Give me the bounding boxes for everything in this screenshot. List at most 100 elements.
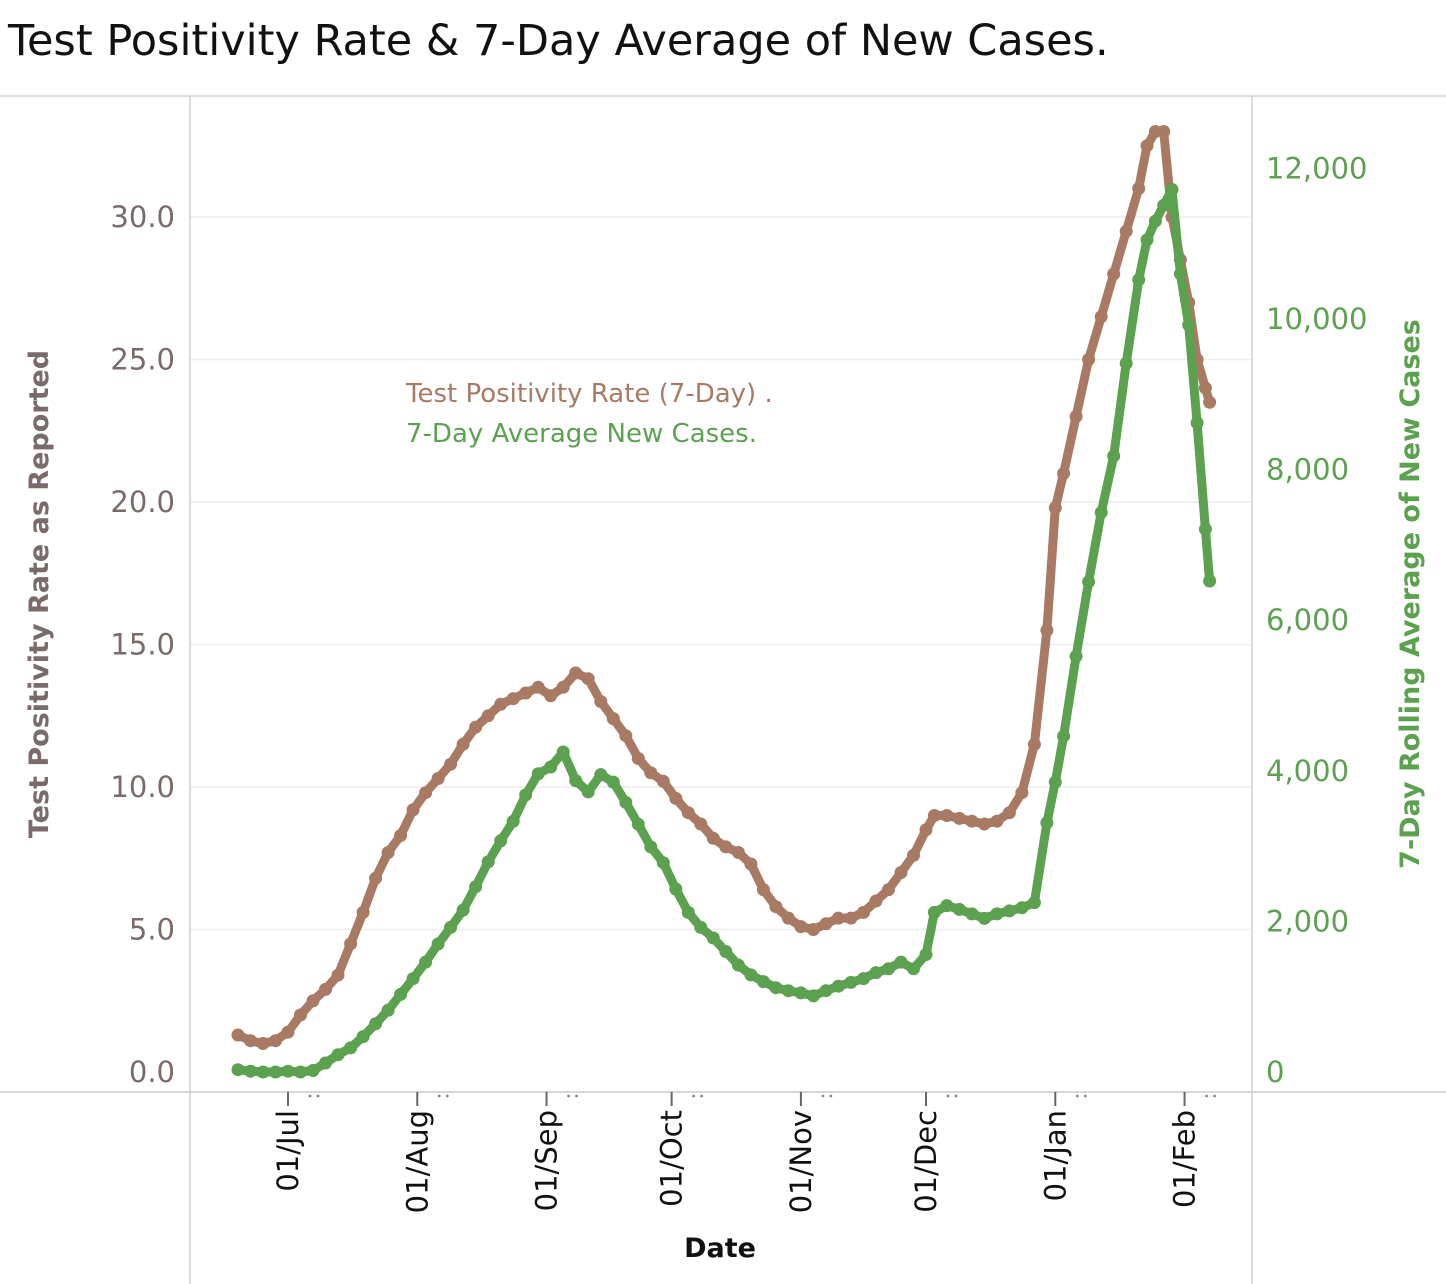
series-line — [233, 127, 1215, 1048]
data-point — [1040, 816, 1054, 830]
data-point — [669, 791, 683, 805]
data-point — [531, 680, 545, 694]
data-point — [444, 757, 458, 771]
data-point — [1082, 575, 1096, 589]
data-point — [519, 686, 533, 700]
data-point — [344, 937, 358, 951]
data-point — [769, 981, 783, 995]
data-point — [619, 795, 633, 809]
data-point — [269, 1034, 282, 1048]
data-point — [506, 692, 520, 706]
data-point — [919, 823, 933, 837]
x-minor-tick — [1213, 1094, 1216, 1098]
data-point — [1132, 273, 1146, 287]
x-minor-tick — [829, 1094, 833, 1098]
y-right-tick-label: 8,000 — [1266, 453, 1349, 487]
legend-item-new-cases: 7-Day Average New Cases. — [406, 419, 757, 449]
y-right-tick-label: 6,000 — [1266, 603, 1349, 637]
data-point — [706, 931, 720, 945]
x-minor-tick — [1075, 1094, 1079, 1098]
data-point — [719, 945, 733, 958]
data-point — [706, 831, 720, 845]
data-point — [1190, 416, 1204, 430]
y-axis-left: 0.0 5.0 10.0 15.0 20.0 25.0 30.0 — [110, 200, 175, 1089]
data-point — [394, 987, 408, 1001]
data-point — [394, 829, 408, 842]
data-point — [1015, 786, 1029, 800]
data-point — [469, 880, 483, 894]
data-point — [1119, 356, 1133, 370]
data-point — [519, 788, 533, 802]
data-point — [331, 1048, 345, 1062]
data-point — [494, 697, 508, 711]
data-point — [594, 695, 608, 708]
data-point — [806, 923, 820, 936]
data-point — [619, 729, 633, 743]
x-minor-tick — [700, 1094, 704, 1098]
data-point — [894, 955, 908, 969]
data-point — [1107, 449, 1121, 463]
data-point — [481, 709, 495, 723]
data-point — [681, 806, 695, 820]
x-tick-label: 01/Nov — [784, 1110, 818, 1213]
data-point — [831, 979, 845, 993]
y-right-tick-label: 4,000 — [1266, 754, 1349, 788]
x-axis: 01/Jul 01/Aug 01/Sep 01/Oct 01/Nov 01/Dec 01/J… — [271, 1092, 1216, 1213]
data-point — [694, 920, 708, 934]
x-minor-tick — [946, 1094, 950, 1098]
data-point — [281, 1064, 295, 1078]
data-point — [581, 785, 595, 799]
data-point — [319, 1056, 332, 1070]
data-point — [594, 768, 608, 782]
data-point — [231, 1063, 245, 1077]
data-point — [1140, 233, 1154, 247]
gridlines — [190, 216, 1252, 931]
data-point — [669, 882, 683, 896]
x-tick-label: 01/Sep — [530, 1110, 564, 1211]
x-tick-label: 01/Jul — [271, 1110, 305, 1192]
data-point — [907, 848, 920, 862]
data-point — [781, 911, 795, 925]
y-left-tick-label: 25.0 — [110, 343, 175, 377]
data-point — [1027, 896, 1041, 910]
data-point — [952, 902, 966, 916]
data-point — [731, 958, 745, 972]
data-point — [1015, 901, 1029, 915]
data-point — [569, 774, 583, 788]
chart-title: Test Positivity Rate & 7-Day Average of … — [8, 16, 1109, 66]
x-minor-tick — [1083, 1094, 1087, 1098]
data-point — [581, 672, 595, 686]
data-point — [456, 737, 470, 751]
data-point — [1148, 214, 1162, 228]
data-point — [965, 907, 979, 921]
data-point — [1048, 775, 1062, 789]
series-layer — [231, 125, 1217, 1079]
data-point — [1198, 381, 1212, 395]
x-minor-tick — [308, 1094, 312, 1098]
y-left-tick-label: 20.0 — [110, 485, 175, 519]
y-left-tick-label: 15.0 — [110, 628, 175, 662]
data-point — [544, 689, 558, 703]
data-point — [269, 1065, 282, 1079]
data-point — [882, 883, 895, 897]
data-point — [1198, 522, 1212, 536]
data-point — [844, 975, 858, 989]
data-point — [681, 905, 695, 919]
y-right-tick-label: 2,000 — [1266, 904, 1349, 938]
data-point — [456, 903, 470, 917]
y-axis-right-title: 7-Day Rolling Average of New Cases — [1395, 319, 1426, 869]
data-point — [940, 899, 954, 913]
data-point — [1203, 574, 1217, 588]
data-point — [1157, 125, 1171, 138]
data-point — [231, 1028, 245, 1042]
data-point — [381, 846, 395, 859]
data-point — [469, 720, 483, 734]
data-point — [977, 817, 991, 831]
x-minor-tick — [567, 1094, 570, 1098]
data-point — [644, 840, 658, 854]
data-point — [431, 772, 445, 785]
data-point — [431, 937, 445, 951]
y-right-tick-label: 10,000 — [1266, 302, 1367, 336]
data-point — [1119, 224, 1133, 238]
data-point — [882, 962, 895, 976]
